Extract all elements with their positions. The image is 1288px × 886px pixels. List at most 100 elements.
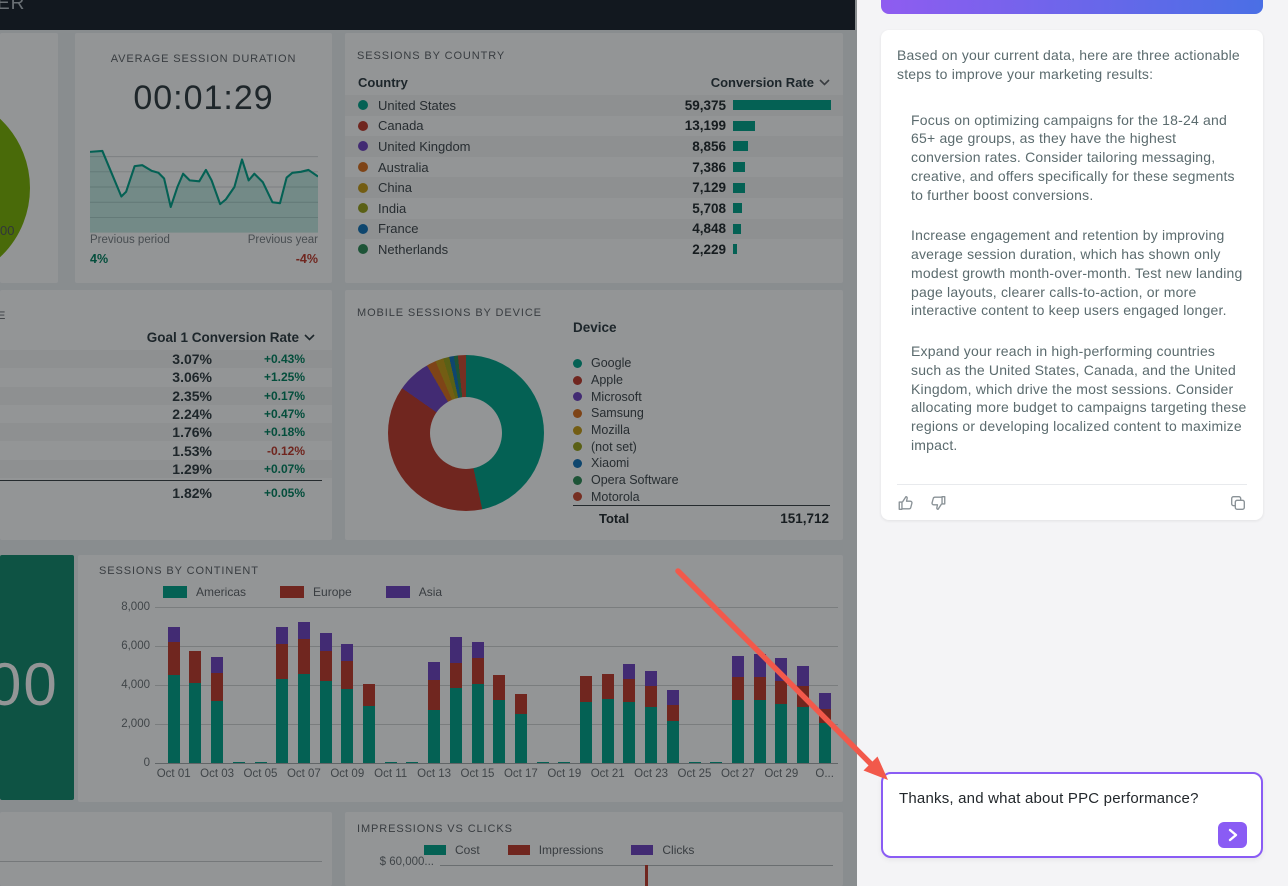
device-total-divider [573, 505, 830, 506]
stacked-bar [276, 627, 289, 764]
conversion-rate-column-header[interactable]: Conversion Rate [711, 75, 830, 90]
country-bar [733, 120, 755, 131]
legend-swatch-icon [507, 845, 530, 855]
response-step-2: Increase engagement and retention by imp… [911, 227, 1243, 319]
thumbs-down-button[interactable] [929, 494, 947, 512]
chat-input-value[interactable]: Thanks, and what about PPC performance? [899, 790, 1199, 807]
bar-segment [514, 714, 527, 764]
copy-response-button[interactable] [1229, 494, 1247, 512]
country-value: 59,375 [684, 97, 726, 113]
response-step-3: Expand your reach in high-performing cou… [911, 343, 1247, 453]
goal-row: 1.53% -0.12% [0, 441, 332, 459]
bar-segment [645, 706, 658, 764]
device-dot-icon [573, 475, 582, 485]
avg-session-value: 00:01:29 [133, 79, 274, 117]
goal-widget-title-fragment: E [0, 310, 7, 322]
bar-segment [254, 762, 267, 764]
bar-segment [753, 676, 766, 701]
country-name: United Kingdom [378, 138, 471, 154]
country-bar [733, 244, 737, 255]
y-axis-tick: 2,000 [121, 718, 150, 731]
device-label: Motorola [591, 489, 640, 504]
stacked-bar [341, 643, 354, 764]
device-legend-item: Mozilla [573, 422, 830, 439]
country-dot-icon [358, 162, 368, 173]
country-dot-icon [358, 100, 368, 111]
country-column-header[interactable]: Country [358, 75, 408, 90]
country-value: 7,129 [692, 180, 726, 196]
bar-segment [449, 662, 462, 688]
goal-rate: 3.07% [172, 351, 212, 368]
continent-legend: Americas Europe Asia [163, 585, 442, 599]
continent-legend-item: Europe [280, 585, 352, 599]
bar-segment [580, 676, 592, 703]
goal-table: 3.07% +0.43% 3.06% +1.25% 2.35% +0.17% 2.24% +0… [0, 350, 332, 478]
bar-segment [601, 674, 614, 700]
stacked-bar [623, 663, 636, 764]
goal-total-row: 1.82% +0.05% [0, 484, 332, 502]
device-legend-item: Motorola [573, 489, 830, 506]
bar-segment [775, 657, 788, 682]
country-bar [733, 100, 831, 111]
goal-row: 2.24% +0.47% [0, 405, 332, 423]
device-dot-icon [573, 458, 582, 468]
bar-segment [211, 673, 224, 701]
bar-segment [493, 675, 506, 701]
bar-segment [428, 661, 441, 681]
ai-assistant-panel: Based on your current data, here are thr… [857, 0, 1288, 886]
gridline [155, 606, 838, 608]
bar-segment [406, 762, 419, 764]
goal-delta: +0.18% [263, 425, 305, 440]
country-row: Australia 7,386 [345, 157, 843, 178]
bar-segment [341, 660, 354, 689]
country-dot-icon [358, 141, 368, 152]
stacked-bar [797, 666, 809, 764]
bar-segment [623, 679, 636, 703]
topbar-title-fragment: ER [0, 0, 26, 14]
scorecard-value-fragment: 00 [0, 651, 59, 718]
thumbs-up-icon [898, 495, 913, 510]
goal-delta: -0.12% [266, 443, 305, 458]
sessions-by-continent-title: SESSIONS BY CONTINENT [99, 565, 259, 577]
x-axis-tick: Oct 23 [634, 768, 669, 780]
response-footer [897, 484, 1247, 520]
goal-rate: 3.06% [172, 369, 212, 386]
y-axis-tick: 8,000 [121, 600, 150, 613]
legend-swatch-icon [424, 845, 446, 855]
y-axis-tick: 0 [143, 757, 150, 770]
impressions-title: IMPRESSIONS VS CLICKS [357, 823, 513, 835]
stacked-bar [580, 676, 592, 764]
bar-segment [471, 641, 484, 658]
legend-swatch-icon [385, 586, 410, 598]
device-total-label: Total [599, 511, 630, 526]
thumbs-up-button[interactable] [897, 494, 915, 512]
chat-input-box[interactable]: Thanks, and what about PPC performance? [881, 772, 1263, 858]
bar-segment [514, 693, 527, 715]
goal-delta: +1.25% [263, 370, 305, 385]
bar-segment [449, 637, 462, 663]
impressions-legend-item: Impressions [507, 843, 603, 857]
legend-label: Cost [455, 843, 480, 857]
x-axis-tick: Oct 03 [200, 768, 235, 780]
bar-segment [666, 704, 679, 722]
goal-row: 3.07% +0.43% [0, 350, 332, 368]
stacked-bar [297, 622, 310, 764]
bar-segment [797, 706, 809, 764]
device-legend-item: (not set) [573, 438, 830, 455]
goal-rate: 1.76% [172, 424, 212, 441]
device-label: Opera Software [591, 473, 679, 488]
impressions-legend-item: Cost [424, 843, 480, 857]
impressions-legend: Cost Impressions Clicks [424, 843, 694, 857]
stacked-bar [471, 641, 484, 764]
bar-segment [449, 687, 462, 764]
send-message-button[interactable] [1218, 822, 1247, 848]
bar-segment [645, 670, 658, 687]
goal-column-header[interactable]: Goal 1 Conversion Rate [147, 330, 315, 345]
device-legend: Google Apple Microsoft Samsung Mozilla (not s… [573, 355, 830, 505]
goal-delta: +0.07% [263, 461, 305, 476]
bar-segment [297, 674, 310, 764]
bar-segment [297, 622, 310, 640]
goal-rate: 1.53% [172, 442, 212, 459]
response-intro: Based on your current data, here are thr… [897, 47, 1240, 82]
impressions-y-label: $ 60,000... [379, 856, 434, 868]
